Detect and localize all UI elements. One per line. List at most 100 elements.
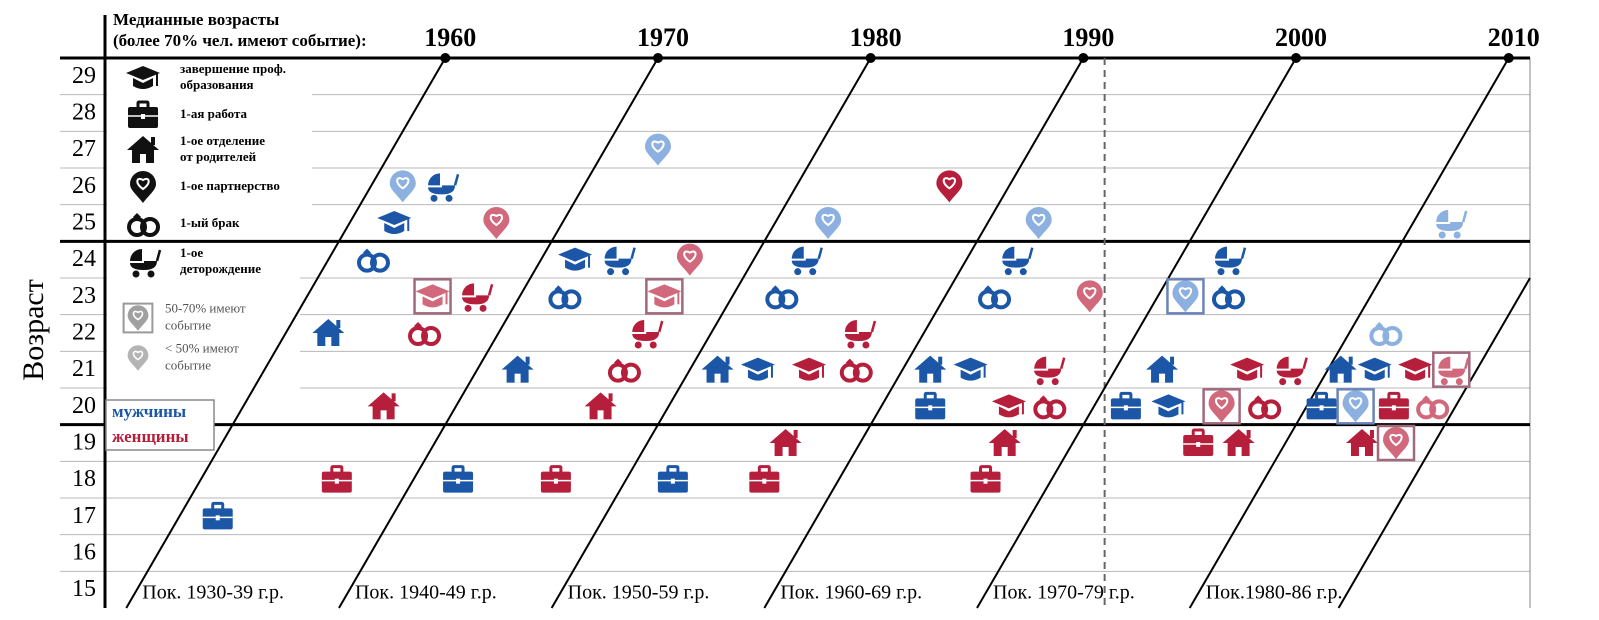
icon-part: [1438, 231, 1446, 239]
y-tick-label: 29: [72, 63, 96, 89]
icon-part: [778, 289, 799, 310]
icon-part: [1237, 369, 1258, 381]
icon-part: [1123, 405, 1128, 411]
icon-part: [798, 369, 819, 381]
cohort-line: [550, 57, 872, 609]
icon-part: [133, 213, 141, 220]
event-icon: [1398, 357, 1433, 381]
icon-part: [130, 249, 142, 261]
icon-part: [136, 177, 150, 191]
icon-part: [1342, 390, 1369, 423]
event-icon: [740, 357, 775, 381]
icon-part: [127, 305, 149, 331]
icon-part: [1438, 356, 1451, 369]
icon-part: [844, 320, 857, 332]
event-icon: [1345, 429, 1378, 456]
x-tick-label: 1960: [424, 23, 476, 52]
legend-icon: [128, 100, 158, 128]
icon-part: [380, 410, 387, 420]
icon-part: [132, 350, 144, 361]
legend-label: 1-ая работа: [180, 106, 248, 121]
icon-part: [414, 322, 423, 329]
event-icon: [1436, 210, 1468, 239]
icon-part: [1391, 405, 1396, 411]
icon-part: [1012, 430, 1017, 438]
legend-icon: [122, 302, 154, 334]
x-tick-mark: [1291, 53, 1302, 63]
icon-part: [525, 356, 530, 365]
event-icon: [540, 465, 571, 493]
icon-part: [367, 392, 400, 407]
event-icon: [483, 207, 510, 239]
icon-part: [369, 252, 390, 273]
event-icon: [657, 465, 688, 493]
icon-part: [1151, 394, 1186, 409]
icon-part: [1002, 258, 1030, 268]
icon-part: [1440, 378, 1448, 386]
icon-part: [1178, 287, 1193, 300]
cohort-line: [1188, 57, 1510, 609]
event-icon: [1306, 391, 1337, 420]
event-icon: [1432, 351, 1471, 388]
event-icon: [1248, 395, 1282, 420]
legend-label: от родителей: [180, 149, 257, 164]
legend-icon: [126, 66, 160, 89]
event-icon: [1110, 391, 1141, 420]
icon-part: [336, 320, 341, 328]
icon-part: [936, 170, 963, 203]
event-icon: [791, 246, 823, 276]
event-icon: [356, 248, 390, 273]
cohort-line: [976, 57, 1297, 609]
icon-part: [762, 478, 767, 484]
event-icon: [1025, 207, 1052, 239]
event-icon: [428, 173, 460, 202]
icon-part: [1369, 430, 1374, 438]
icon-part: [644, 133, 671, 166]
event-icon: [367, 392, 400, 420]
y-tick-label: 22: [72, 320, 96, 346]
event-icon: [202, 501, 233, 530]
icon-part: [649, 341, 657, 349]
legend-icon: [130, 171, 156, 203]
icon-part: [1002, 246, 1015, 259]
icon-part: [489, 213, 503, 227]
icon-part: [821, 213, 835, 227]
legend-label: завершение проф.: [180, 61, 286, 76]
legend-label: деторождение: [180, 261, 261, 276]
cohort-label: Пок. 1940-49 г.р.: [355, 582, 497, 604]
icon-part: [462, 283, 475, 296]
icon-part: [1222, 429, 1255, 443]
icon-part: [140, 217, 160, 237]
icon-part: [1337, 373, 1344, 383]
icon-part: [554, 285, 563, 293]
event-icon: [1166, 278, 1205, 315]
icon-part: [1375, 322, 1384, 329]
event-icon: [644, 133, 671, 166]
legend-label: 1-ое партнерство: [180, 178, 280, 193]
icon-part: [1276, 356, 1289, 369]
event-icon: [1033, 395, 1067, 420]
icon-part: [634, 341, 642, 349]
cohort-line: [338, 57, 659, 609]
legend-label: мужчины: [112, 402, 186, 421]
icon-part: [430, 194, 438, 202]
icon-part: [1235, 447, 1242, 456]
icon-part: [1217, 268, 1225, 276]
icon-part: [1294, 378, 1302, 386]
icon-part: [1302, 357, 1308, 369]
icon-part: [1254, 395, 1263, 403]
event-icon: [321, 465, 352, 493]
icon-part: [147, 270, 155, 278]
y-tick-label: 23: [72, 283, 96, 309]
event-icon: [1214, 246, 1247, 276]
icon-part: [130, 171, 156, 203]
icon-part: [1032, 213, 1046, 227]
icon-part: [362, 248, 371, 256]
event-icon: [1336, 388, 1375, 425]
icon-part: [1240, 247, 1247, 259]
x-tick-mark: [440, 53, 451, 63]
icon-part: [1279, 378, 1287, 386]
icon-part: [215, 515, 220, 521]
icon-part: [1246, 430, 1251, 438]
